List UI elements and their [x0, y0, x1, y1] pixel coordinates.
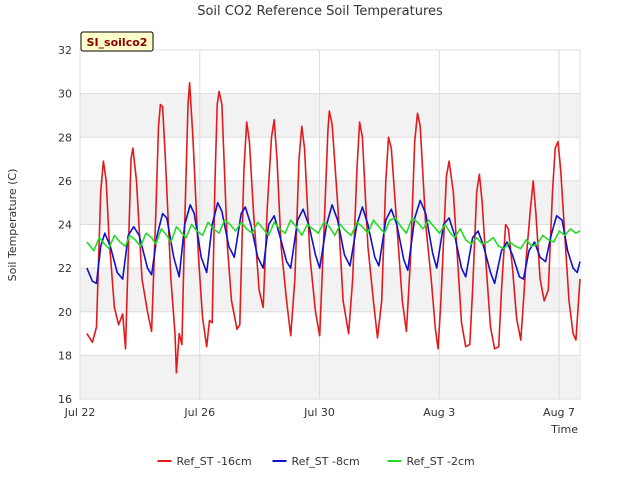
y-tick-label: 16 — [58, 393, 72, 406]
chart-title: Soil CO2 Reference Soil Temperatures — [197, 4, 443, 19]
legend-label: Ref_ST -16cm — [177, 455, 252, 468]
x-axis-label: Time — [550, 423, 578, 436]
legend-label: Ref_ST -2cm — [407, 455, 475, 468]
legend-label: Ref_ST -8cm — [292, 455, 360, 468]
y-tick-label: 18 — [58, 349, 72, 362]
y-tick-label: 30 — [58, 88, 72, 101]
x-axis-ticks: Jul 22 Jul 26 Jul 30 Aug 3 Aug 7 — [64, 406, 575, 419]
plot-band — [80, 268, 580, 312]
x-tick-label: Aug 7 — [543, 406, 575, 419]
y-tick-label: 32 — [58, 44, 72, 57]
grid-lines — [79, 49, 580, 400]
y-axis-ticks: 16 18 20 22 24 26 28 30 32 — [58, 44, 72, 406]
x-tick-label: Aug 3 — [423, 406, 455, 419]
plot-band — [80, 180, 580, 225]
x-tick-label: Jul 30 — [303, 406, 335, 419]
y-tick-label: 24 — [58, 219, 72, 232]
x-tick-label: Jul 26 — [183, 406, 215, 419]
x-tick-label: Jul 22 — [64, 406, 96, 419]
legend: Ref_ST -16cm Ref_ST -8cm Ref_ST -2cm — [157, 455, 475, 468]
y-tick-label: 22 — [58, 262, 72, 275]
station-badge-label: SI_soilco2 — [87, 36, 148, 49]
series-line-1 — [86, 81, 581, 374]
plot-band — [80, 355, 580, 399]
y-tick-label: 26 — [58, 175, 72, 188]
y-tick-label: 20 — [58, 306, 72, 319]
y-tick-label: 28 — [58, 131, 72, 144]
y-axis-label: Soil Temperature (C) — [6, 169, 19, 282]
station-badge: SI_soilco2 — [80, 31, 154, 52]
series-lines — [86, 81, 581, 374]
series-line-3 — [86, 217, 581, 252]
